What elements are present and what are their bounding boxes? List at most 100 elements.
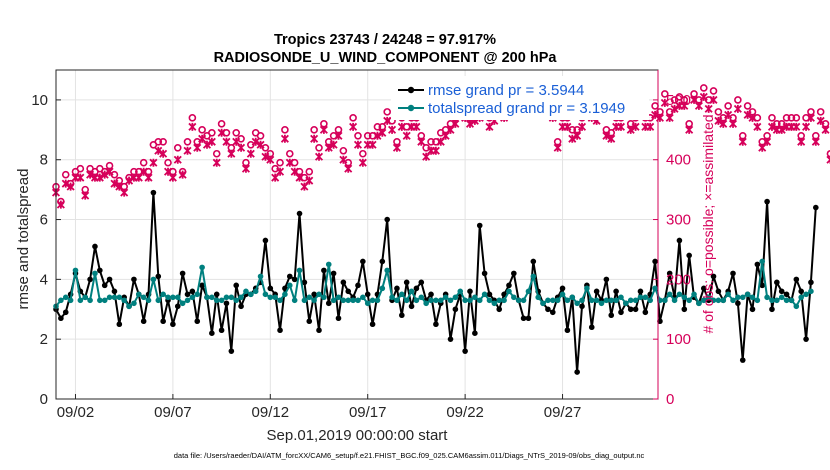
obs-assimilated-point: [704, 104, 713, 113]
legend-spread-label: totalspread grand pr = 3.1949: [428, 100, 625, 117]
totalspread-point: [228, 294, 235, 301]
totalspread-point: [174, 294, 181, 301]
obs-assimilated-point: [212, 158, 221, 167]
obs-assimilated-point: [397, 122, 406, 131]
rmse-point: [808, 279, 814, 286]
chart-subtitle: RADIOSONDE_U_WIND_COMPONENT @ 200 hPa: [214, 50, 558, 66]
rmse-point: [101, 282, 108, 289]
rmse-point: [355, 282, 361, 289]
rmse-point: [106, 276, 113, 283]
totalspread-point: [467, 297, 473, 304]
obs-possible-point: [315, 143, 323, 152]
totalspread-point: [306, 294, 313, 301]
rmse-point: [803, 336, 809, 342]
obs-assimilated-point: [237, 143, 246, 152]
obs-possible-point: [61, 170, 70, 179]
rmse-point: [613, 288, 619, 295]
rmse-point: [311, 291, 317, 298]
totalspread-point: [808, 288, 814, 295]
totalspread-point: [593, 297, 600, 304]
totalspread-point: [579, 297, 585, 304]
obs-assimilated-point: [222, 137, 231, 146]
totalspread-point: [764, 294, 770, 301]
totalspread-point: [491, 300, 498, 307]
obs-possible-point: [212, 149, 221, 158]
rmse-point: [549, 309, 556, 316]
totalspread-point: [160, 291, 166, 298]
totalspread-point: [613, 297, 619, 304]
obs-possible-point: [290, 158, 299, 167]
obs-assimilated-point: [178, 170, 187, 179]
rmse-point: [233, 282, 240, 289]
totalspread-point: [272, 294, 278, 301]
obs-assimilated-point: [388, 125, 397, 134]
series-layer: [51, 84, 830, 375]
totalspread-point: [418, 294, 425, 301]
totalspread-point: [121, 297, 127, 304]
obs-assimilated-point: [217, 128, 226, 137]
rmse-point: [759, 282, 766, 289]
obs-possible-point: [188, 114, 197, 122]
legend-spread-marker: [407, 104, 415, 112]
legend-rmse-label: rmse grand pr = 3.5944: [428, 82, 584, 99]
obs-possible-point: [714, 108, 723, 116]
totalspread-point: [213, 297, 220, 304]
totalspread-point: [345, 297, 352, 304]
totalspread-point: [569, 294, 576, 301]
totalspread-point: [769, 297, 775, 304]
obs-possible-point: [305, 167, 314, 176]
totalspread-point: [501, 297, 507, 304]
totalspread-point: [389, 294, 395, 301]
rmse-point: [228, 348, 235, 354]
rmse-point: [793, 276, 800, 283]
rmse-point: [131, 276, 137, 283]
obs-assimilated-point: [417, 137, 426, 146]
rmse-point: [291, 276, 298, 283]
totalspread-point: [554, 297, 561, 304]
obs-assimilated-point: [188, 122, 197, 131]
totalspread-point: [364, 300, 371, 307]
obs-assimilated-point: [631, 122, 640, 131]
totalspread-point: [184, 297, 191, 304]
obs-possible-point: [383, 108, 391, 116]
obs-possible-point: [661, 90, 669, 98]
obs-assimilated-point: [353, 140, 363, 149]
obs-possible-point: [427, 137, 435, 146]
rmse-point: [496, 306, 503, 313]
totalspread-point: [535, 294, 541, 301]
totalspread-point: [666, 291, 673, 298]
obs-assimilated-point: [66, 182, 75, 191]
obs-assimilated-point: [412, 122, 421, 131]
obs-possible-point: [354, 132, 362, 140]
y-tick-label: 0: [40, 391, 48, 408]
rmse-point: [160, 318, 166, 325]
totalspread-point: [67, 297, 74, 304]
obs-assimilated-point: [105, 167, 114, 176]
obs-assimilated-point: [280, 134, 289, 143]
totalspread-point: [296, 267, 303, 274]
obs-assimilated-point: [563, 122, 572, 131]
totalspread-point: [301, 297, 308, 304]
obs-possible-point: [787, 114, 796, 122]
obs-assimilated-point: [310, 134, 319, 143]
rmse-point: [603, 276, 610, 283]
totalspread-point: [681, 294, 688, 301]
totalspread-point: [165, 294, 171, 301]
rmse-point: [399, 312, 405, 319]
totalspread-point: [350, 297, 356, 304]
obs-assimilated-point: [680, 101, 689, 110]
obs-assimilated-point: [573, 131, 582, 140]
obs-possible-point: [256, 132, 265, 140]
rmse-point: [778, 288, 785, 295]
y-tick-label: 4: [40, 271, 48, 288]
totalspread-point: [384, 267, 390, 274]
totalspread-point: [155, 297, 162, 304]
totalspread-point: [730, 297, 736, 304]
totalspread-point: [457, 288, 464, 295]
totalspread-point: [379, 285, 386, 292]
totalspread-point: [598, 300, 605, 307]
obs-assimilated-point: [149, 158, 158, 167]
x-axis-label: Sep.01,2019 00:00:00 start: [267, 427, 449, 444]
obs-assimilated-point: [251, 137, 260, 146]
totalspread-point: [657, 297, 663, 304]
